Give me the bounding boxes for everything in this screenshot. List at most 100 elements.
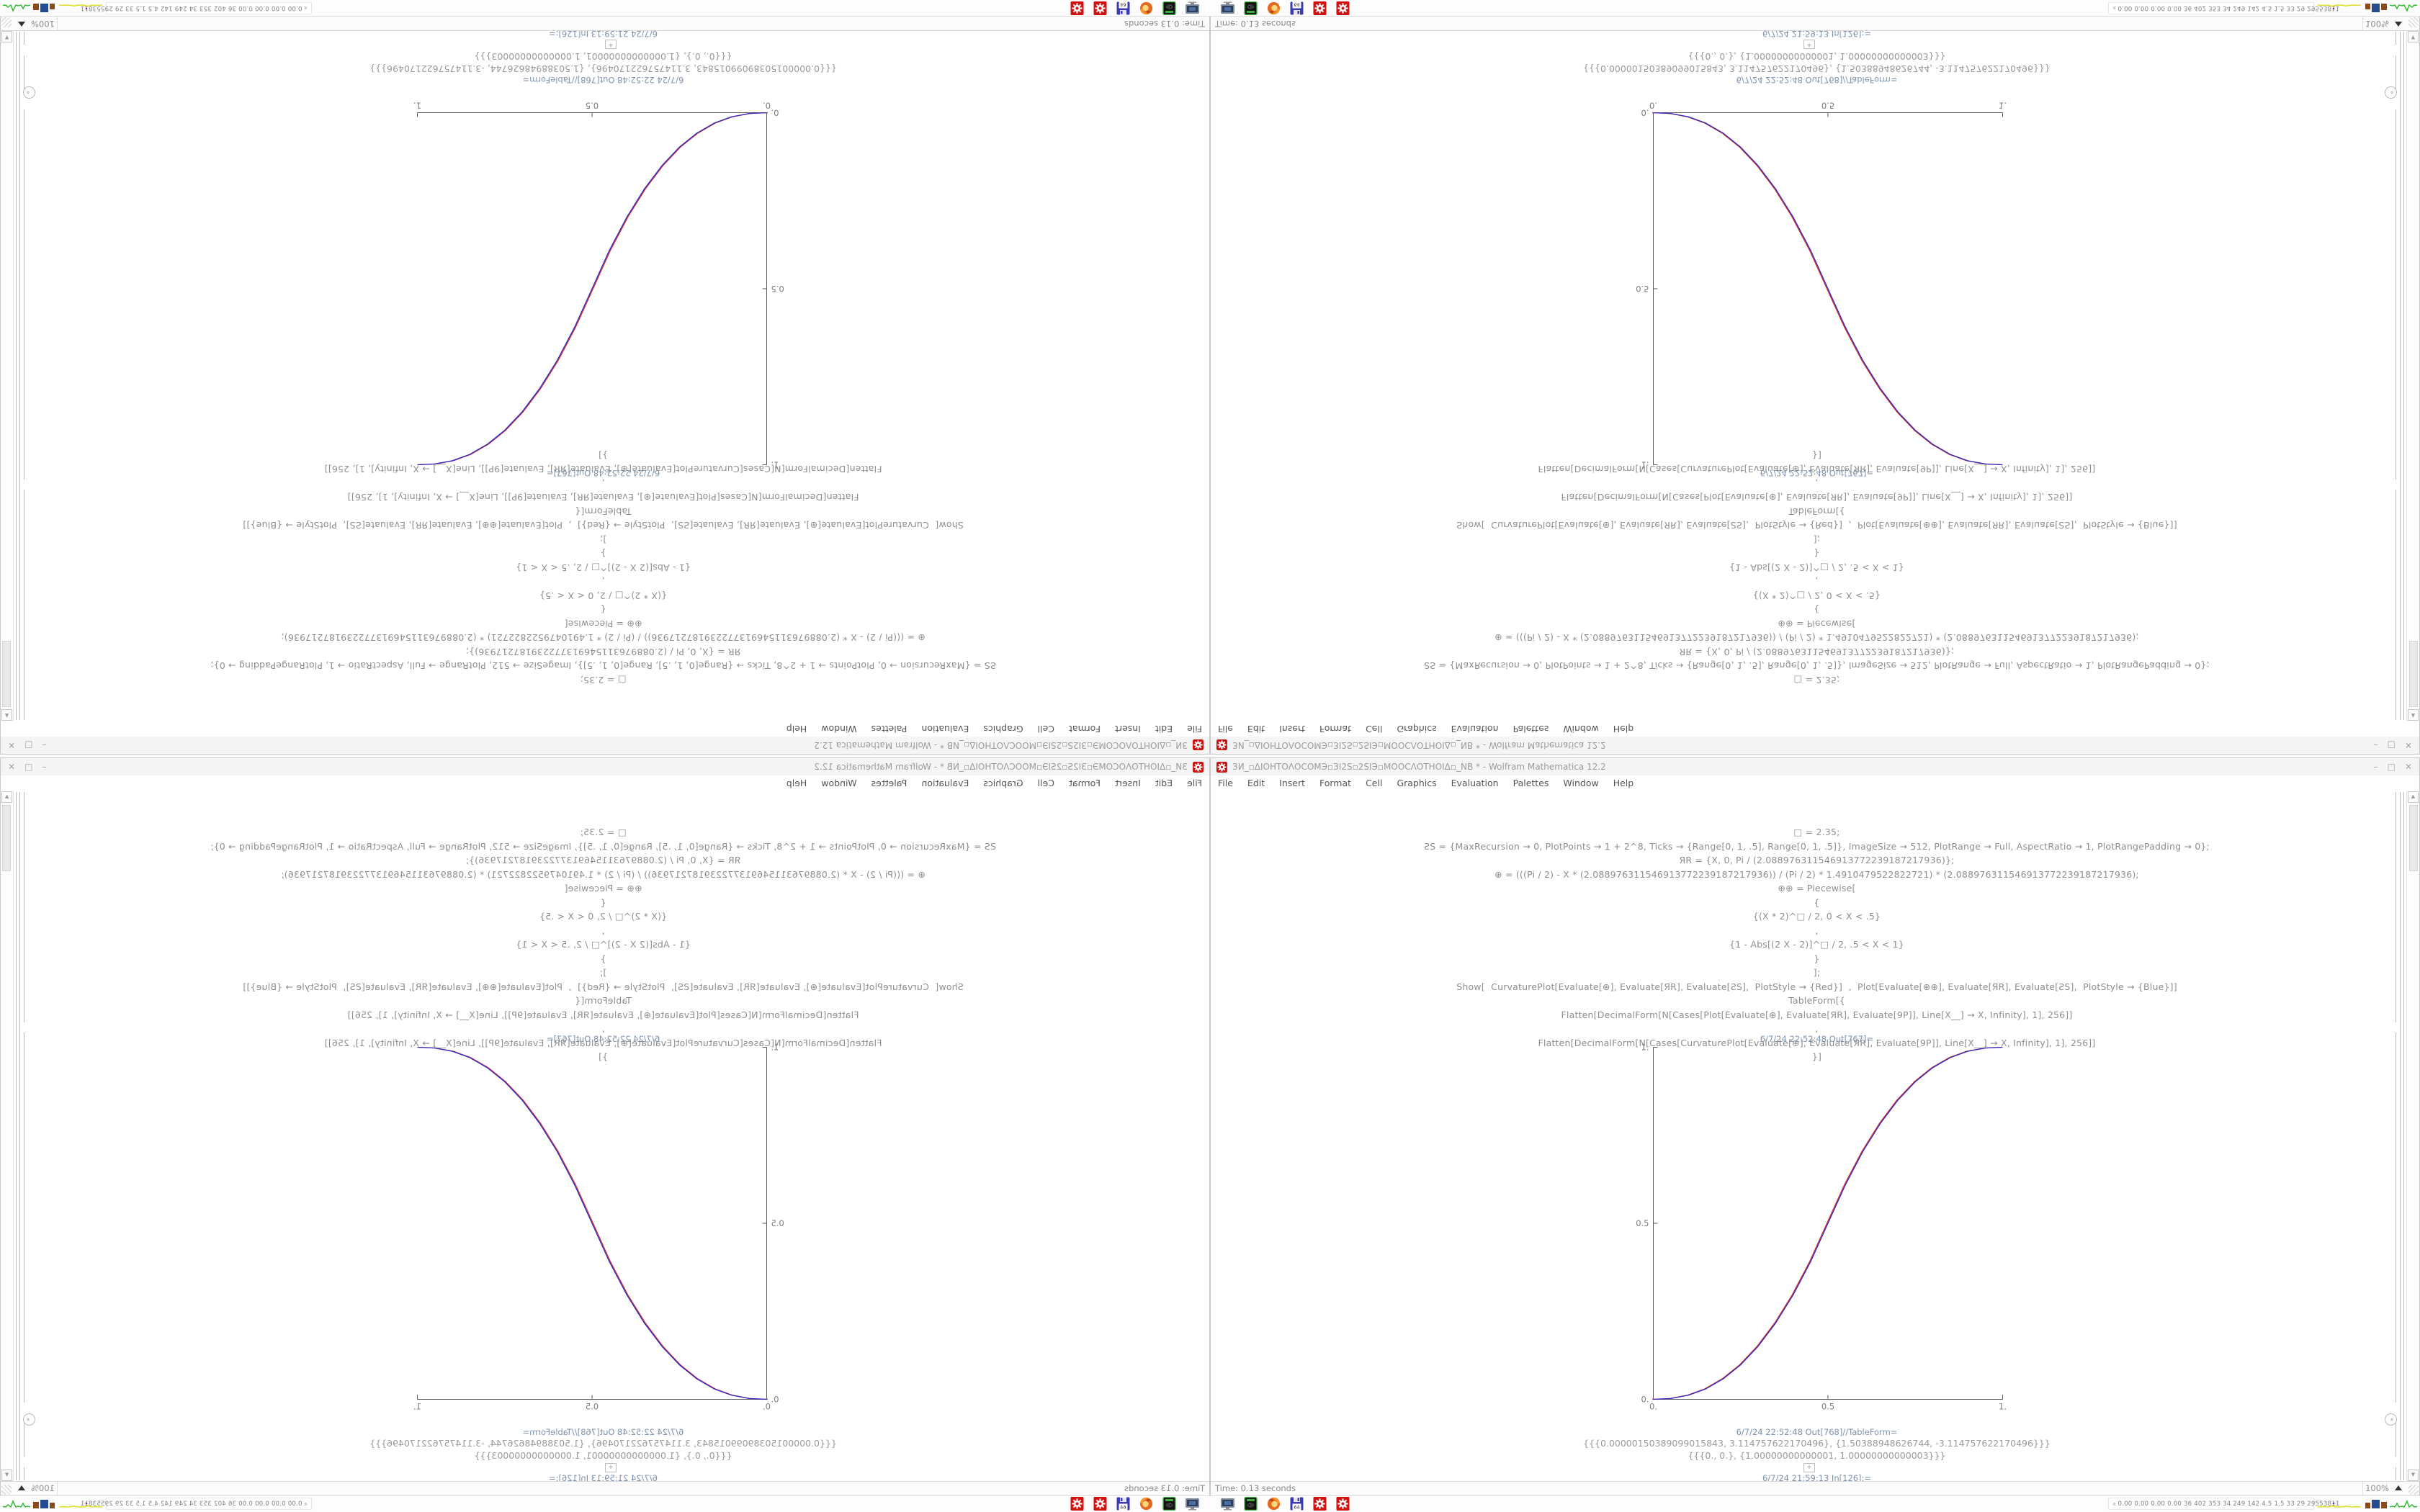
window-titlebar[interactable]: ЗИ_▫ΔΙΟΗΤΟΛΟCOMЭ▫ЗІ2Ѕ▫2ЅІЭ▫MOOCΛΟΤΗΟΙΔ▫_…	[1211, 737, 2419, 754]
input-cell-code[interactable]: □ = 2.35; ƧS = {MaxRecursion → 0, PlotPoi…	[26, 825, 1180, 1064]
menu-item[interactable]: Palettes	[1512, 724, 1549, 734]
code-line[interactable]: {	[600, 896, 606, 908]
code-line[interactable]: □ = 2.35;	[580, 675, 627, 685]
code-line[interactable]: ⊕ = (((Pi / 2) - X * (2.0889763115469137…	[281, 632, 926, 644]
tray-expand-icon[interactable]: «	[2110, 6, 2118, 11]
tray-expand-icon[interactable]: «	[302, 1501, 310, 1506]
code-line[interactable]: ⊕⊕ = Piecewise[	[564, 618, 642, 629]
red-gear-app-icon[interactable]	[1335, 1, 1350, 15]
menu-item[interactable]: File	[1187, 778, 1202, 788]
code-line[interactable]: ,	[601, 576, 605, 588]
menu-item[interactable]: Evaluation	[1451, 724, 1499, 734]
code-line[interactable]: ⊕⊕ = Piecewise[	[1778, 618, 1856, 629]
menu-item[interactable]: Format	[1319, 778, 1352, 788]
floppy-save-icon[interactable]: 64	[1289, 1497, 1304, 1511]
menu-item[interactable]: Cell	[1037, 778, 1054, 788]
cell-group-bracket[interactable]	[19, 32, 20, 720]
magnification-dropdown-icon[interactable]	[18, 1485, 25, 1490]
collapse-chevron-button[interactable]: «	[2385, 86, 2397, 99]
menu-item[interactable]: Evaluation	[1451, 778, 1499, 788]
red-gear-app-icon[interactable]	[1312, 1, 1327, 15]
code-line[interactable]: Show[ CurvaturePlot[Evaluate[⊕], Evaluat…	[1456, 520, 2177, 531]
code-line[interactable]: ƧS = {MaxRecursion → 0, PlotPoints → 1 +…	[1424, 840, 2210, 852]
collapse-chevron-button[interactable]: «	[2385, 1413, 2397, 1426]
tray-monitor-widgets[interactable]	[2318, 1, 2417, 15]
scroll-down-icon[interactable]: ▼	[1, 31, 12, 42]
magnification-value[interactable]: 100%	[31, 1483, 55, 1493]
power-switch-icon[interactable]	[1243, 1497, 1258, 1511]
system-tray[interactable]: « 0.00 0.00 0.00 0.00 36 402 353 34 249 …	[2108, 2, 2340, 14]
menu-item[interactable]: Insert	[1115, 724, 1141, 734]
code-line[interactable]: {1 - Abs[(2 X - 2)]^□ / 2, .5 < X < 1}	[1729, 939, 1904, 950]
window-titlebar[interactable]: ЗИ_▫ΔΙΟΗΤΟΛΟCOMЭ▫ЗІ2Ѕ▫2ЅІЭ▫MOOCΛΟΤΗΟΙΔ▫_…	[1, 737, 1209, 754]
menu-item[interactable]: Edit	[1247, 724, 1265, 734]
cell-group-bracket-outer[interactable]	[16, 792, 17, 1480]
code-line[interactable]: □ = 2.35;	[1793, 827, 1840, 837]
code-line[interactable]: Flatten[DecimalForm[N[Cases[Plot[Evaluat…	[1561, 492, 2073, 503]
cell-group-bracket-outer[interactable]	[16, 32, 17, 720]
menu-item[interactable]: Graphics	[1397, 724, 1437, 734]
floppy-save-icon[interactable]: 64	[1116, 1, 1131, 15]
magnification-value[interactable]: 100%	[2365, 1483, 2389, 1493]
resize-grip[interactable]	[1, 1485, 12, 1495]
display-capture-icon[interactable]	[1185, 1497, 1200, 1511]
close-button[interactable]: ✕	[2404, 740, 2412, 750]
code-line[interactable]: {1 - Abs[(2 X - 2)]^□ / 2, .5 < X < 1}	[516, 562, 691, 573]
code-line[interactable]: ƧS = {MaxRecursion → 0, PlotPoints → 1 +…	[210, 840, 996, 852]
code-line[interactable]: {(X * 2)^□ / 2, 0 < X < .5}	[1752, 590, 1881, 601]
menu-item[interactable]: Cell	[1366, 778, 1383, 788]
code-line[interactable]: ⊕⊕ = Piecewise[	[1778, 883, 1856, 894]
collapse-chevron-button[interactable]: «	[23, 1413, 35, 1426]
code-line[interactable]: ЯR = {X, 0, Pi / (2.08897631154691377223…	[465, 647, 741, 657]
tray-monitor-widgets[interactable]	[2318, 1497, 2417, 1511]
floppy-save-icon[interactable]: 64	[1116, 1497, 1131, 1511]
red-gear-app-icon[interactable]	[1335, 1497, 1350, 1511]
firefox-icon[interactable]	[1266, 1497, 1281, 1511]
menu-item[interactable]: File	[1218, 778, 1233, 788]
menu-item[interactable]: Format	[1068, 724, 1101, 734]
menu-item[interactable]: File	[1187, 724, 1202, 734]
code-line[interactable]: Flatten[DecimalForm[N[Cases[Plot[Evaluat…	[1561, 1009, 2073, 1020]
magnification-dropdown-icon[interactable]	[2395, 22, 2402, 27]
input-cell-code[interactable]: □ = 2.35; ƧS = {MaxRecursion → 0, PlotPoi…	[26, 449, 1180, 688]
code-line[interactable]: □ = 2.35;	[580, 827, 627, 837]
firefox-icon[interactable]	[1139, 1497, 1154, 1511]
code-line[interactable]: }	[600, 548, 606, 559]
code-line[interactable]: ƧS = {MaxRecursion → 0, PlotPoints → 1 +…	[210, 660, 996, 672]
menu-item[interactable]: Format	[1319, 724, 1352, 734]
vertical-scrollbar[interactable]: ▲ ▼	[2406, 30, 2419, 721]
menu-item[interactable]: Insert	[1115, 778, 1141, 788]
magnification-dropdown-icon[interactable]	[2395, 1485, 2402, 1490]
window-titlebar[interactable]: ЗИ_▫ΔΙΟΗΤΟΛΟCOMЭ▫ЗІ2Ѕ▫2ЅІЭ▫MOOCΛΟΤΗΟΙΔ▫_…	[1211, 758, 2419, 775]
menu-item[interactable]: Graphics	[983, 778, 1023, 788]
scroll-down-icon[interactable]: ▼	[2408, 1470, 2419, 1481]
menu-item[interactable]: Help	[1613, 778, 1634, 788]
code-line[interactable]: {1 - Abs[(2 X - 2)]^□ / 2, .5 < X < 1}	[516, 939, 691, 950]
code-line[interactable]: ЯR = {X, 0, Pi / (2.08897631154691377223…	[1679, 855, 1955, 865]
code-line[interactable]: {	[1814, 604, 1820, 616]
scroll-down-icon[interactable]: ▼	[2408, 31, 2419, 42]
red-gear-app-icon[interactable]	[1312, 1497, 1327, 1511]
minimize-button[interactable]: –	[2373, 762, 2378, 772]
system-tray[interactable]: « 0.00 0.00 0.00 0.00 36 402 353 34 249 …	[2108, 1498, 2339, 1510]
tray-monitor-widgets[interactable]	[3, 1497, 102, 1511]
maximize-button[interactable]: □	[2387, 762, 2396, 772]
resize-grip[interactable]	[2408, 17, 2419, 27]
menu-item[interactable]: Insert	[1279, 778, 1305, 788]
code-line[interactable]: ,	[601, 478, 605, 489]
code-line[interactable]: ,	[1815, 478, 1819, 489]
scroll-down-icon[interactable]: ▼	[1, 1470, 12, 1481]
firefox-icon[interactable]	[1266, 1, 1281, 15]
menu-item[interactable]: File	[1218, 724, 1233, 734]
power-switch-icon[interactable]	[1162, 1, 1177, 15]
code-line[interactable]: ЯR = {X, 0, Pi / (2.08897631154691377223…	[1679, 647, 1955, 657]
vertical-scrollbar[interactable]: ▲ ▼	[1, 791, 14, 1482]
code-line[interactable]: {	[1814, 896, 1820, 908]
vertical-scrollbar[interactable]: ▲ ▼	[2406, 791, 2419, 1482]
code-line[interactable]: {(X * 2)^□ / 2, 0 < X < .5}	[539, 911, 668, 922]
menu-item[interactable]: Window	[821, 778, 857, 788]
scrollbar-thumb[interactable]	[2, 641, 11, 707]
menu-item[interactable]: Graphics	[983, 724, 1023, 734]
menu-item[interactable]: Window	[1563, 724, 1599, 734]
collapse-chevron-button[interactable]: «	[23, 86, 35, 99]
